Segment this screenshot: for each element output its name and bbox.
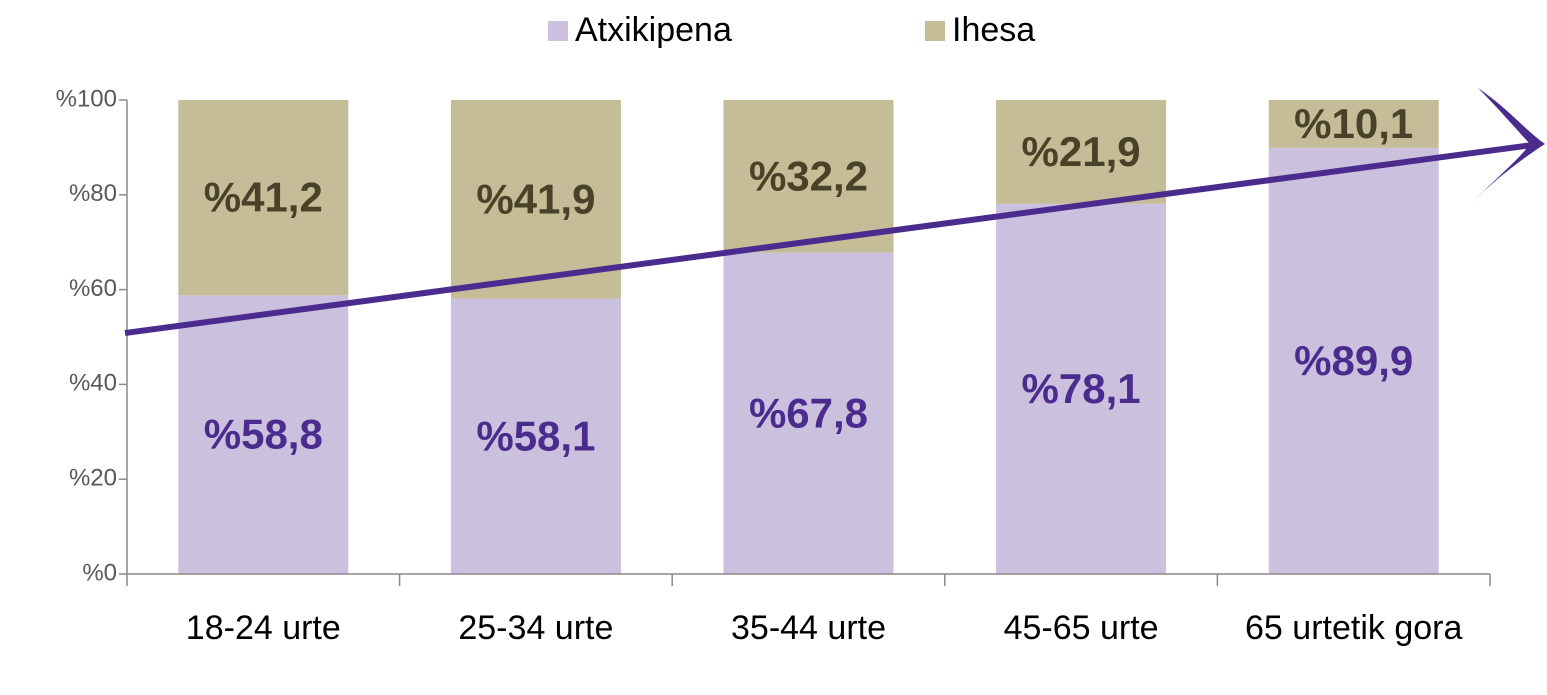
bar-segment: [178, 100, 349, 296]
value-label: %58,1: [476, 412, 595, 459]
plot-area: %0 %20 %40 %60 %80 %100 %58,8 %41,2 18-24 urte %5…: [56, 85, 1491, 647]
y-tick-label: %40: [69, 370, 117, 397]
y-tick-label: %0: [82, 559, 117, 586]
bar-segment: [450, 298, 621, 574]
legend-swatch: [548, 21, 568, 41]
bar-segment: [178, 295, 349, 574]
legend-label: Atxikipena: [575, 11, 732, 49]
bar-segment: [450, 100, 621, 299]
x-tick-label: 35-44 urte: [731, 609, 886, 647]
trend-arrow: [124, 88, 1545, 336]
x-tick-label: 18-24 urte: [186, 609, 341, 647]
y-tick-label: %100: [56, 85, 117, 112]
value-label: %89,9: [1294, 337, 1413, 384]
value-label: %10,1: [1294, 100, 1413, 147]
trend-line: [124, 141, 1541, 336]
y-tick-label: %60: [69, 275, 117, 302]
x-tick-label: 25-34 urte: [458, 609, 613, 647]
x-tick-label: 45-65 urte: [1004, 609, 1159, 647]
bar-segment: [723, 100, 894, 253]
bar-segment: [996, 203, 1167, 574]
bar-segment: [1268, 100, 1439, 148]
value-label: %32,2: [749, 152, 868, 199]
bar-segment: [1268, 147, 1439, 574]
x-tick-label: 65 urtetik gora: [1245, 609, 1462, 647]
bar-segment: [996, 100, 1167, 204]
y-tick-label: %80: [69, 180, 117, 207]
value-label: %41,9: [476, 175, 595, 222]
bar-segment: [723, 252, 894, 575]
value-label: %78,1: [1022, 365, 1141, 412]
value-label: %58,8: [204, 411, 323, 458]
legend-swatch: [925, 21, 945, 41]
arrow-head: [1470, 88, 1545, 204]
legend-label: Ihesa: [952, 11, 1035, 49]
value-label: %67,8: [749, 389, 868, 436]
value-label: %21,9: [1022, 128, 1141, 175]
y-tick-label: %20: [69, 465, 117, 492]
value-label: %41,2: [204, 174, 323, 221]
